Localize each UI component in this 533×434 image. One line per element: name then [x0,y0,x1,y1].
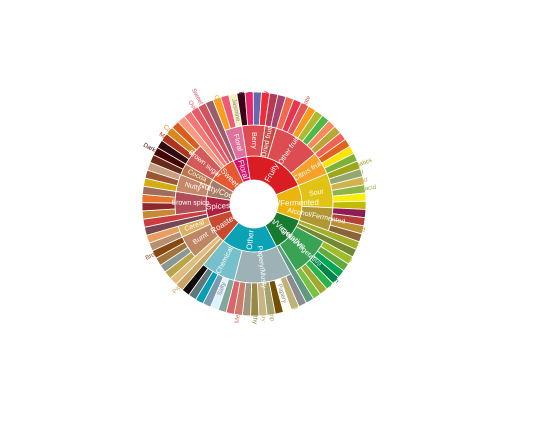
label-berry: Berry [250,132,257,149]
label-sour-fermented: Sour/Fermented [261,198,319,208]
label-bitter: Bitter [223,284,234,300]
label-nutmeg: Nutmeg [148,203,170,211]
label-anise: Anise [155,209,172,218]
label-floral: Floral [232,133,243,152]
label-sour: Sour [309,188,325,198]
label-citric-acid: Citric acid [338,194,366,203]
label-prune: Prune [272,105,283,123]
label-other: Other [245,229,256,250]
label-whiskey: Whiskey [336,214,361,225]
label-strawberry: Strawberry [259,89,269,120]
label-winey: Winey [337,208,356,217]
center-hole [230,180,278,228]
label-malic-acid: Malic acid [338,202,366,209]
label-rose: Rose [225,108,236,124]
label-clove: Clove [154,188,171,197]
label-brown-spice: Brown spice [171,200,209,207]
label-nutty: Nutty [184,181,202,192]
label-pepper: Pepper [151,215,172,225]
label-animalic: Animalic [243,288,252,312]
label-raisin: Raisin [265,103,275,122]
label-cinnamon: Cinnamon [142,195,171,203]
label-peanuts: Peanuts [149,180,173,191]
label-musty-dusty: Musty/Dusty [257,287,267,322]
label-salty: Salty [216,280,228,296]
label-blueberry: Blueberry [253,93,261,121]
label-raspberry: Raspberry [246,91,254,121]
label-phenolic: Phenolic [228,285,240,310]
label-spices: Spices [206,201,231,211]
label-musty-earthy: Musty/Earthy [251,288,258,325]
label-malt: Malt [162,227,176,237]
segment-sweet-aromatics[interactable] [197,102,234,163]
label-woody: Woody [270,285,281,306]
label-jasmine: Jasmine [230,98,241,122]
label-raw: Raw [328,238,343,250]
label-blackberry: Blackberry [237,91,247,122]
